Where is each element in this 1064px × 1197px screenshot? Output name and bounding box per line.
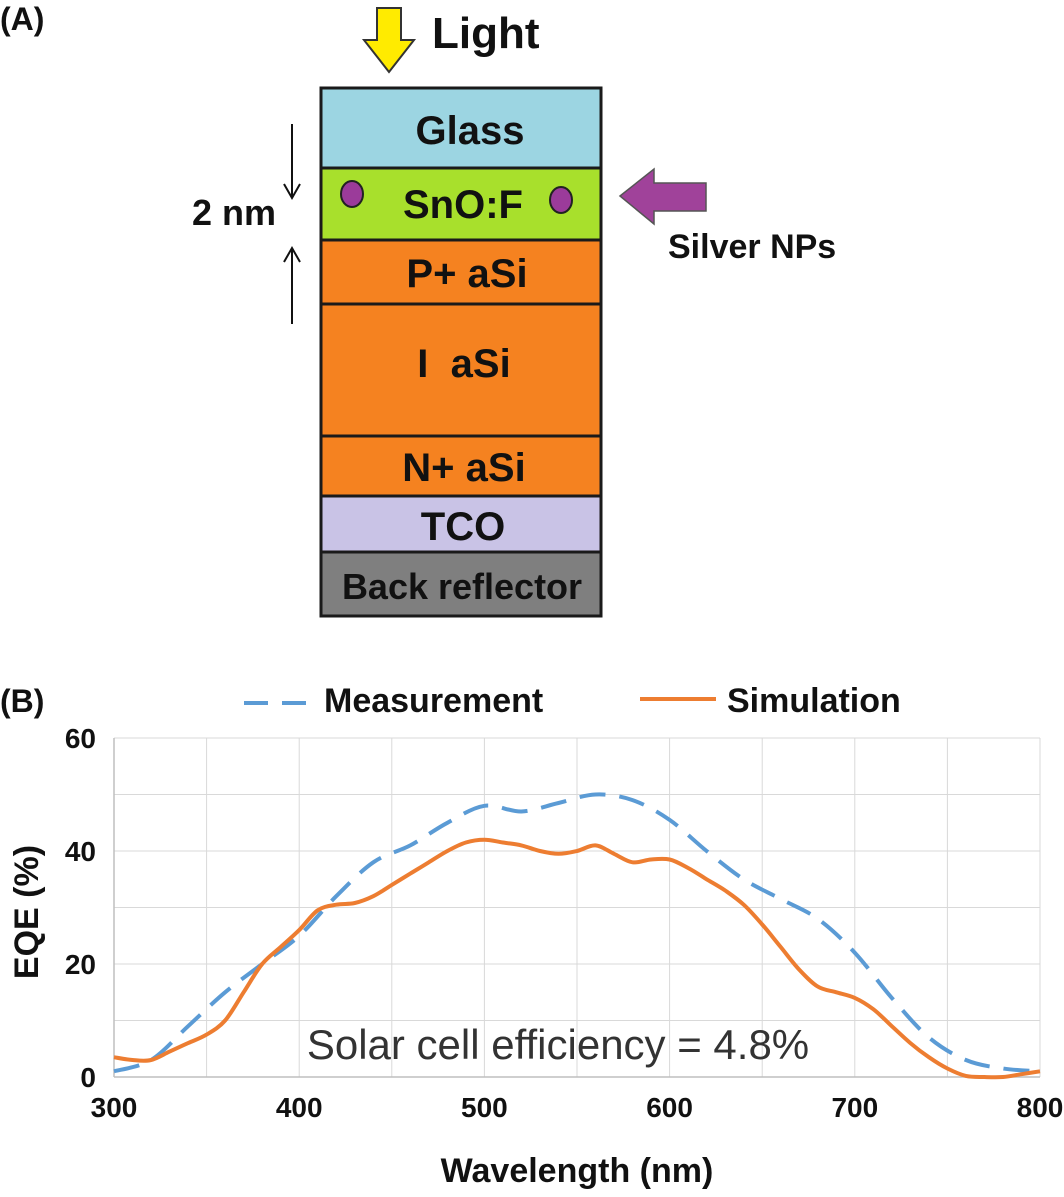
tick-labels: 300 400 500 600 700 800 0 20 40 60 (65, 723, 1064, 1123)
thickness-marker: 2 nm (192, 124, 301, 324)
y-tick-label: 40 (65, 836, 96, 867)
layer-i-asi (319, 302, 603, 438)
layer-back-reflector (319, 550, 603, 618)
silver-nps-arrow-icon (618, 167, 707, 226)
thickness-up-arrow-icon (283, 245, 301, 263)
silver-np-dot-left (340, 180, 364, 208)
y-tick-label: 60 (65, 723, 96, 754)
layer-snof-label: SnO:F (403, 183, 523, 227)
series-line-measurement (113, 792, 1041, 1074)
layer-tco (319, 494, 603, 554)
thickness-label: 2 nm (192, 192, 276, 233)
x-tick-label: 500 (461, 1092, 508, 1123)
x-tick-label: 400 (276, 1092, 323, 1123)
silver-nps-label: Silver NPs (668, 228, 836, 266)
light-label: Light (432, 9, 540, 58)
efficiency-annotation: Solar cell efficiency = 4.8% (307, 1021, 809, 1068)
layer-i-asi-label: I aSi (417, 342, 510, 386)
panel-b-label: (B) (0, 683, 44, 719)
layer-glass (319, 86, 603, 170)
y-axis-label: EQE (%) (8, 845, 46, 979)
x-tick-label: 300 (91, 1092, 138, 1123)
grid-lines (114, 737, 1041, 1077)
layer-n-asi-label: N+ aSi (402, 446, 525, 490)
panel-a-label: (A) (0, 1, 44, 37)
y-tick-label: 0 (80, 1062, 96, 1093)
axes (113, 738, 1040, 1078)
light-arrow-icon (361, 7, 417, 74)
series-group (113, 792, 1041, 1080)
layer-back-reflector-label: Back reflector (342, 566, 582, 607)
silver-np-dot-right (549, 186, 573, 214)
legend-simulation-label: Simulation (727, 682, 901, 720)
x-tick-label: 600 (646, 1092, 693, 1123)
plot-area: 300 400 500 600 700 800 0 20 40 60 (65, 723, 1064, 1123)
layer-glass-label: Glass (416, 109, 525, 153)
x-tick-label: 700 (831, 1092, 878, 1123)
layer-p-asi-label: P+ aSi (406, 252, 527, 296)
chart-legend: Measurement Simulation (244, 682, 901, 720)
x-tick-label: 800 (1017, 1092, 1064, 1123)
thickness-down-arrow-icon (283, 183, 301, 201)
y-tick-label: 20 (65, 949, 96, 980)
x-axis-label: Wavelength (nm) (441, 1152, 714, 1190)
layer-stack: Glass SnO:F P+ aSi I aSi N+ aSi TCO Back… (319, 86, 603, 618)
layer-tco-label: TCO (421, 505, 505, 549)
legend-measurement-label: Measurement (324, 682, 543, 720)
series-line-simulation (113, 837, 1041, 1080)
